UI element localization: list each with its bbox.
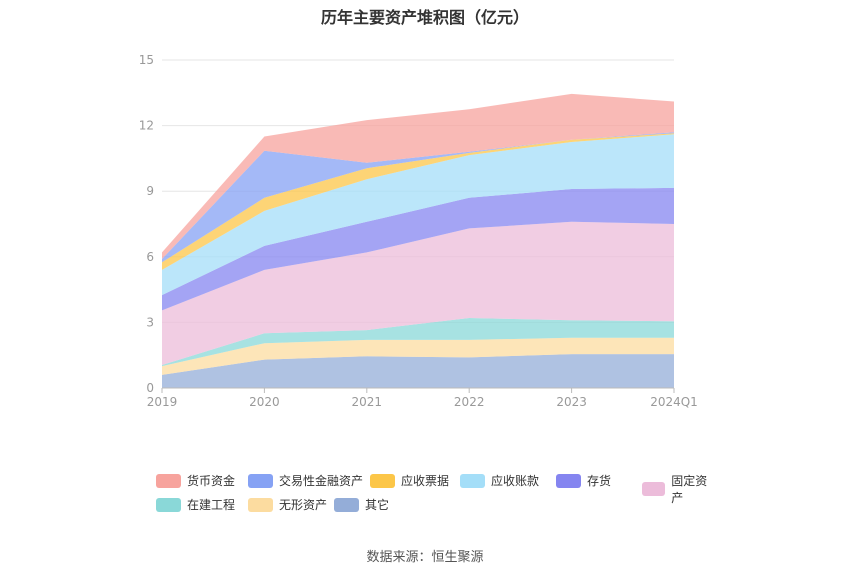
legend-item[interactable]: 存货	[556, 472, 611, 489]
y-tick-label: 0	[146, 381, 154, 395]
x-tick-label: 2019	[147, 395, 178, 409]
y-tick-label: 15	[139, 53, 154, 67]
area-series-group	[162, 93, 674, 388]
legend-label: 交易性金融资产	[279, 474, 364, 488]
legend-label: 固定资产	[671, 474, 708, 505]
legend-label: 存货	[587, 474, 612, 488]
y-tick-label: 6	[146, 250, 154, 264]
stacked-area-plot: 0 3 6 9 12 15 2019 2020 2021 2022 2023 2024Q1	[139, 53, 698, 409]
legend-swatch	[156, 473, 181, 488]
chart-title: 历年主要资产堆积图（亿元）	[320, 8, 529, 27]
source-note: 数据来源：恒生聚源	[366, 550, 484, 565]
legend-item[interactable]: 无形资产	[248, 496, 327, 513]
legend-label: 应收账款	[491, 474, 540, 488]
legend-swatch	[248, 497, 273, 512]
legend-item[interactable]: 交易性金融资产	[248, 472, 363, 489]
area-series-2[interactable]	[162, 318, 674, 367]
legend-swatch	[248, 473, 273, 488]
area-series-5[interactable]	[162, 134, 674, 296]
axes: 0 3 6 9 12 15 2019 2020 2021 2022 2023 2024Q1	[139, 53, 698, 409]
legend-label: 应收票据	[401, 474, 450, 488]
legend-item[interactable]: 其它	[334, 496, 389, 513]
legend-swatch	[156, 497, 181, 512]
x-tick-label: 2020	[249, 395, 280, 409]
legend-swatch	[556, 473, 581, 488]
y-tick-label: 9	[146, 184, 154, 198]
legend-label: 其它	[365, 498, 390, 512]
legend-label: 货币资金	[187, 474, 236, 488]
legend-swatch	[642, 482, 666, 496]
x-tick-label: 2022	[454, 395, 485, 409]
x-tick-label: 2021	[352, 395, 383, 409]
area-series-6[interactable]	[162, 133, 674, 270]
legend-label: 在建工程	[187, 498, 236, 512]
area-series-4[interactable]	[162, 187, 674, 311]
legend-item[interactable]: 固定资产	[642, 472, 716, 506]
area-series-3[interactable]	[162, 221, 674, 365]
legend-item[interactable]: 在建工程	[156, 496, 235, 513]
legend-item[interactable]: 货币资金	[156, 472, 235, 489]
x-tick-label: 2023	[556, 395, 587, 409]
area-series-1[interactable]	[162, 337, 674, 375]
area-series-7[interactable]	[162, 132, 674, 263]
legend-item[interactable]: 应收账款	[460, 472, 539, 489]
y-tick-label: 3	[146, 315, 154, 329]
legend-swatch	[334, 497, 359, 512]
legend-swatch	[370, 473, 395, 488]
y-tick-label: 12	[139, 119, 154, 133]
legend-item[interactable]: 应收票据	[370, 472, 449, 489]
legend-label: 无形资产	[279, 498, 328, 512]
x-tick-label: 2024Q1	[650, 395, 698, 409]
legend-swatch	[460, 473, 485, 488]
area-series-8[interactable]	[162, 93, 674, 260]
area-series-0[interactable]	[162, 354, 674, 388]
